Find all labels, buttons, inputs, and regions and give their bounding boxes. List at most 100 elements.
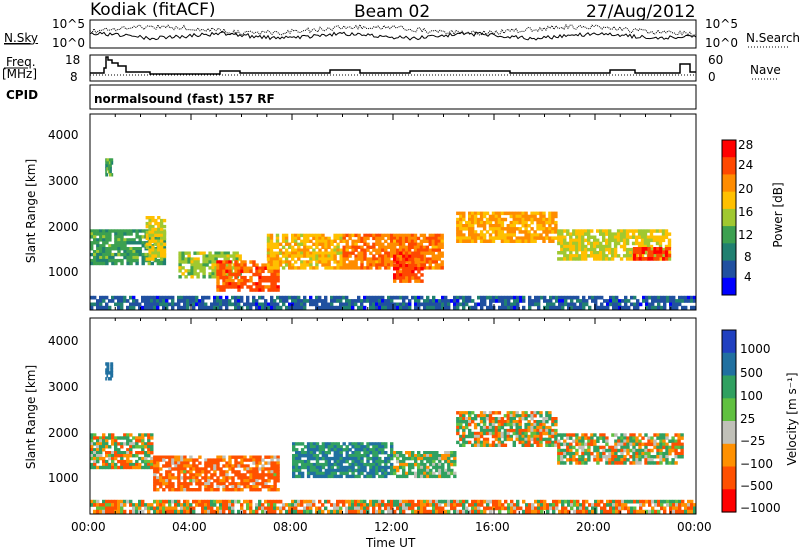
heatmap-cell	[207, 488, 210, 491]
heatmap-cell	[148, 216, 151, 219]
heatmap-cell	[459, 212, 462, 216]
heatmap-cell	[303, 260, 306, 263]
heatmap-cell	[393, 264, 396, 268]
heatmap-cell	[174, 488, 177, 491]
heatmap-cell	[447, 463, 450, 466]
heatmap-cell	[411, 296, 414, 300]
heatmap-cell	[375, 469, 378, 472]
heatmap-cell	[151, 246, 154, 249]
heatmap-cell	[93, 503, 96, 507]
heatmap-cell	[441, 266, 444, 269]
heatmap-cell	[313, 445, 316, 448]
heatmap-cell	[90, 436, 93, 439]
heatmap-cell	[181, 252, 184, 255]
heatmap-cell	[396, 243, 399, 246]
heatmap-cell	[501, 221, 504, 225]
heatmap-cell	[384, 507, 387, 511]
heatmap-cell	[551, 218, 554, 222]
heatmap-cell	[129, 256, 132, 259]
heatmap-cell	[154, 252, 157, 255]
heatmap-cell	[325, 469, 328, 472]
heatmap-cell	[372, 257, 375, 260]
heatmap-cell	[276, 273, 279, 277]
heatmap-cell	[171, 299, 174, 303]
heatmap-cell	[402, 276, 405, 280]
heatmap-cell	[123, 442, 126, 445]
heatmap-cell	[222, 299, 225, 303]
heatmap-cell	[542, 218, 545, 222]
heatmap-cell	[246, 303, 249, 307]
heatmap-cell	[519, 296, 522, 300]
heatmap-cell	[405, 264, 408, 268]
heatmap-cell	[468, 299, 471, 303]
heatmap-cell	[390, 299, 393, 303]
heatmap-cell	[507, 303, 510, 307]
heatmap-cell	[222, 479, 225, 482]
heatmap-cell	[659, 247, 662, 251]
heatmap-cell	[204, 503, 207, 507]
heatmap-cell	[456, 423, 459, 426]
heatmap-cell	[288, 303, 291, 307]
heatmap-cell	[534, 510, 537, 514]
heatmap-cell	[135, 253, 138, 256]
heatmap-cell	[378, 469, 381, 472]
heatmap-cell	[501, 426, 504, 429]
heatmap-cell	[300, 249, 303, 252]
heatmap-cell	[183, 296, 186, 300]
heatmap-cell	[273, 276, 276, 280]
heatmap-cell	[635, 449, 638, 453]
heatmap-cell	[542, 426, 545, 429]
heatmap-cell	[510, 411, 513, 414]
heatmap-cell	[270, 234, 273, 237]
heatmap-cell	[570, 299, 573, 303]
heatmap-cell	[129, 454, 132, 457]
heatmap-cell	[228, 488, 231, 491]
heatmap-cell	[462, 420, 465, 423]
heatmap-cell	[246, 482, 249, 485]
heatmap-cell	[489, 414, 492, 417]
heatmap-cell	[414, 246, 417, 249]
heatmap-cell	[450, 299, 453, 303]
heatmap-cell	[135, 235, 138, 238]
heatmap-cell	[432, 240, 435, 243]
heatmap-cell	[108, 235, 111, 238]
heatmap-cell	[298, 475, 301, 478]
heatmap-cell	[255, 476, 258, 479]
heatmap-cell	[480, 432, 483, 435]
heatmap-cell	[399, 279, 402, 283]
heatmap-cell	[267, 470, 270, 473]
heatmap-cell	[117, 259, 120, 262]
heatmap-cell	[551, 441, 554, 444]
heatmap-cell	[237, 464, 240, 467]
heatmap-cell	[294, 234, 297, 237]
heatmap-cell	[519, 236, 522, 240]
heatmap-cell	[489, 299, 492, 303]
heatmap-cell	[402, 270, 405, 274]
heatmap-cell	[578, 455, 581, 459]
heatmap-cell	[579, 510, 582, 514]
heatmap-cell	[114, 244, 117, 247]
heatmap-cell	[420, 460, 423, 463]
heatmap-cell	[441, 454, 444, 457]
heatmap-cell	[648, 303, 651, 307]
heatmap-cell	[414, 454, 417, 457]
heatmap-cell	[228, 270, 231, 274]
heatmap-cell	[319, 472, 322, 475]
heatmap-cell	[246, 285, 249, 289]
heatmap-cell	[578, 242, 581, 246]
heatmap-cell	[381, 448, 384, 451]
heatmap-cell	[539, 414, 542, 417]
heatmap-cell	[315, 257, 318, 260]
heatmap-cell	[327, 306, 330, 310]
heatmap-cell	[477, 500, 480, 504]
heatmap-cell	[474, 215, 477, 219]
heatmap-cell	[557, 236, 560, 240]
heatmap-cell	[354, 457, 357, 460]
heatmap-cell	[587, 236, 590, 240]
heatmap-cell	[204, 473, 207, 476]
heatmap-cell	[423, 457, 426, 460]
heatmap-cell	[346, 448, 349, 451]
heatmap-cell	[530, 426, 533, 429]
heatmap-cell	[600, 306, 603, 310]
heatmap-cell	[396, 270, 399, 274]
